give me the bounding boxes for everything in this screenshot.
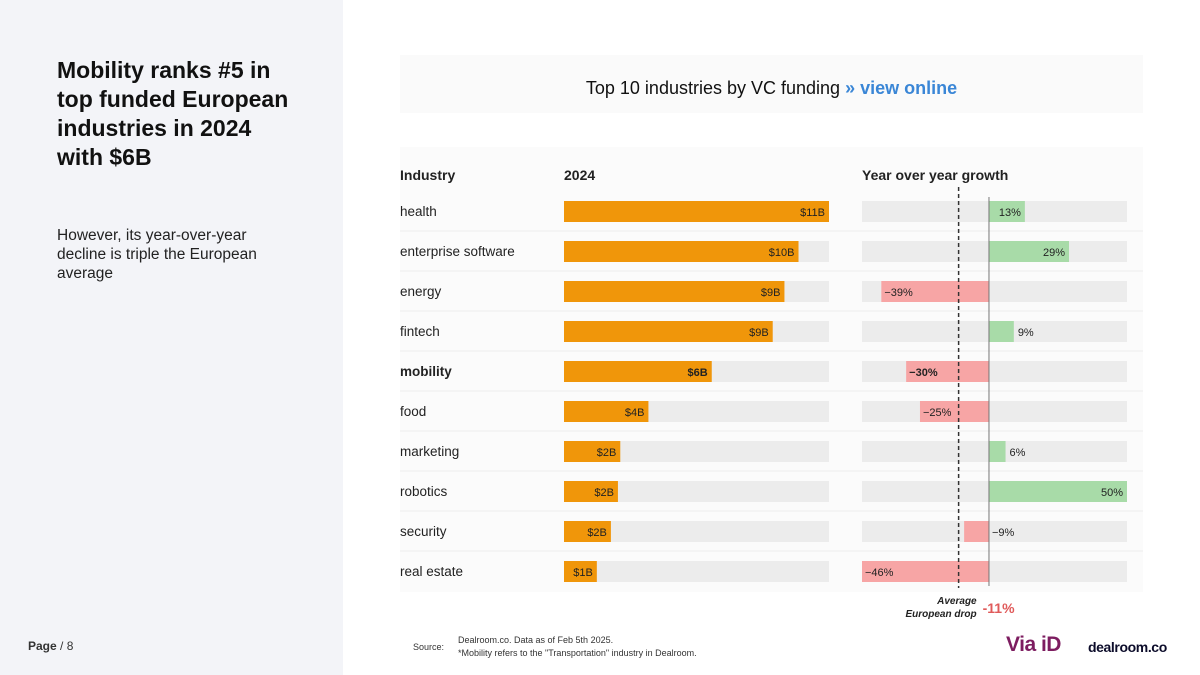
- funding-value-label: $2B: [597, 447, 617, 459]
- industry-label: security: [400, 524, 447, 539]
- funding-column-header: 2024: [564, 167, 595, 183]
- funding-bar: [564, 521, 611, 542]
- source-line-1: Dealroom.co. Data as of Feb 5th 2025.: [458, 635, 614, 645]
- growth-bar-positive: [988, 481, 1127, 502]
- chart-container: Industry 2024 Year over year growth health $…: [400, 147, 1143, 620]
- growth-bar-negative: [862, 561, 989, 582]
- growth-bar-negative: [881, 281, 989, 302]
- funding-bar-track: [564, 561, 829, 582]
- funding-bar: [564, 561, 597, 582]
- growth-bar-positive: [988, 441, 1006, 462]
- source-line-2: *Mobility refers to the "Transportation"…: [458, 648, 697, 658]
- page-total: / 8: [60, 639, 74, 653]
- industry-label: enterprise software: [400, 244, 515, 259]
- average-value-label: -11%: [983, 600, 1015, 616]
- industry-label: marketing: [400, 444, 459, 459]
- industry-label: health: [400, 204, 437, 219]
- chart-title: Top 10 industries by VC funding » view o…: [400, 78, 1143, 99]
- funding-bar: [564, 201, 829, 222]
- chart-svg: Industry 2024 Year over year growth health $…: [400, 167, 1143, 620]
- source-text: Dealroom.co. Data as of Feb 5th 2025. *M…: [458, 634, 697, 660]
- chart-title-text: Top 10 industries by VC funding: [585, 78, 841, 98]
- funding-bar: [564, 281, 785, 302]
- growth-bar-negative: [919, 401, 989, 422]
- funding-bar: [564, 321, 773, 342]
- funding-value-label: $2B: [594, 487, 614, 499]
- industry-label: mobility: [400, 364, 452, 379]
- growth-bar-positive: [988, 321, 1014, 342]
- source-label: Source:: [413, 642, 445, 652]
- view-online-link[interactable]: » view online: [845, 78, 958, 98]
- average-caption-line-1: Average: [936, 596, 977, 607]
- growth-value-label: −9%: [992, 527, 1015, 539]
- funding-bar: [564, 241, 799, 262]
- industry-label: fintech: [400, 324, 440, 339]
- industry-label: food: [400, 404, 426, 419]
- growth-value-label: 50%: [1101, 487, 1123, 499]
- subheadline: However, its year-over-year decline is t…: [57, 227, 257, 282]
- funding-bar-track: [564, 441, 829, 462]
- funding-value-label: $2B: [587, 527, 607, 539]
- growth-value-label: 9%: [1018, 327, 1034, 339]
- via-id-logo: Via iD: [1006, 633, 1061, 656]
- page-indicator: Page / 8: [28, 639, 73, 653]
- growth-value-label: −39%: [884, 287, 913, 299]
- growth-bar-negative: [964, 521, 989, 542]
- funding-bar: [564, 401, 649, 422]
- funding-bar: [564, 361, 712, 382]
- funding-value-label: $11B: [800, 207, 825, 219]
- funding-bar: [564, 441, 621, 462]
- left-panel: Mobility ranks #5 in top funded European…: [0, 0, 343, 675]
- page-label: Page: [28, 639, 57, 653]
- funding-bar: [564, 481, 618, 502]
- average-caption-line-2: European drop: [905, 609, 976, 620]
- growth-value-label: 13%: [999, 207, 1021, 219]
- industry-label: energy: [400, 284, 442, 299]
- headline: Mobility ranks #5 in top funded European…: [57, 57, 289, 170]
- funding-value-label: $9B: [761, 287, 781, 299]
- funding-value-label: $9B: [749, 327, 769, 339]
- growth-bar-track: [862, 361, 1127, 382]
- growth-bar-positive: [988, 241, 1070, 262]
- industry-label: real estate: [400, 564, 463, 579]
- growth-column-header: Year over year growth: [862, 167, 1008, 183]
- growth-bar-positive: [988, 201, 1025, 222]
- industry-label: robotics: [400, 484, 448, 499]
- growth-value-label: −25%: [923, 407, 952, 419]
- growth-value-label: 6%: [1010, 447, 1026, 459]
- funding-value-label: $6B: [688, 367, 708, 379]
- growth-bar-track: [862, 521, 1127, 542]
- growth-value-label: −46%: [865, 567, 894, 579]
- funding-bar-track: [564, 481, 829, 502]
- growth-bar-track: [862, 401, 1127, 422]
- growth-value-label: −30%: [909, 367, 938, 379]
- funding-bar-track: [564, 521, 829, 542]
- dealroom-logo: dealroom.co: [1088, 639, 1167, 655]
- funding-value-label: $4B: [625, 407, 645, 419]
- growth-bar-negative: [906, 361, 989, 382]
- chart-title-box: Top 10 industries by VC funding » view o…: [400, 55, 1143, 113]
- growth-value-label: 29%: [1043, 247, 1065, 259]
- industry-column-header: Industry: [400, 167, 455, 183]
- funding-value-label: $10B: [769, 247, 795, 259]
- funding-value-label: $1B: [573, 567, 593, 579]
